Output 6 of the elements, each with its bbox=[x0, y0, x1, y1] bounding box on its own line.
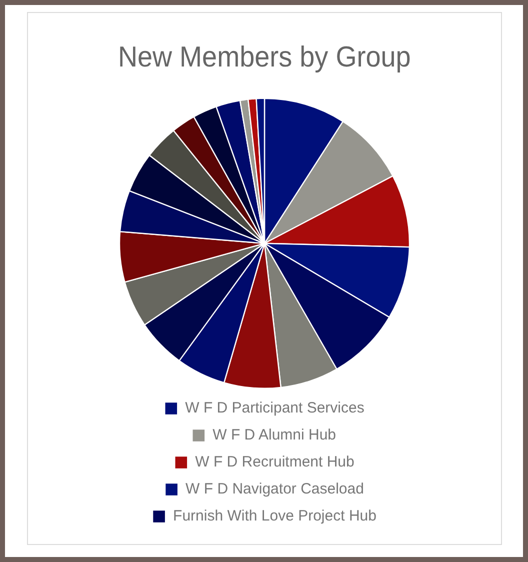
legend-label: W F D Recruitment Hub bbox=[195, 454, 354, 471]
legend-label: W F D Alumni Hub bbox=[212, 426, 336, 444]
legend-label: W F D Participant Services bbox=[185, 400, 364, 417]
legend-label: Furnish With Love Project Hub bbox=[173, 508, 376, 525]
legend-label: W F D Navigator Caseload bbox=[186, 480, 364, 498]
chart-title: New Members by Group bbox=[118, 40, 411, 73]
